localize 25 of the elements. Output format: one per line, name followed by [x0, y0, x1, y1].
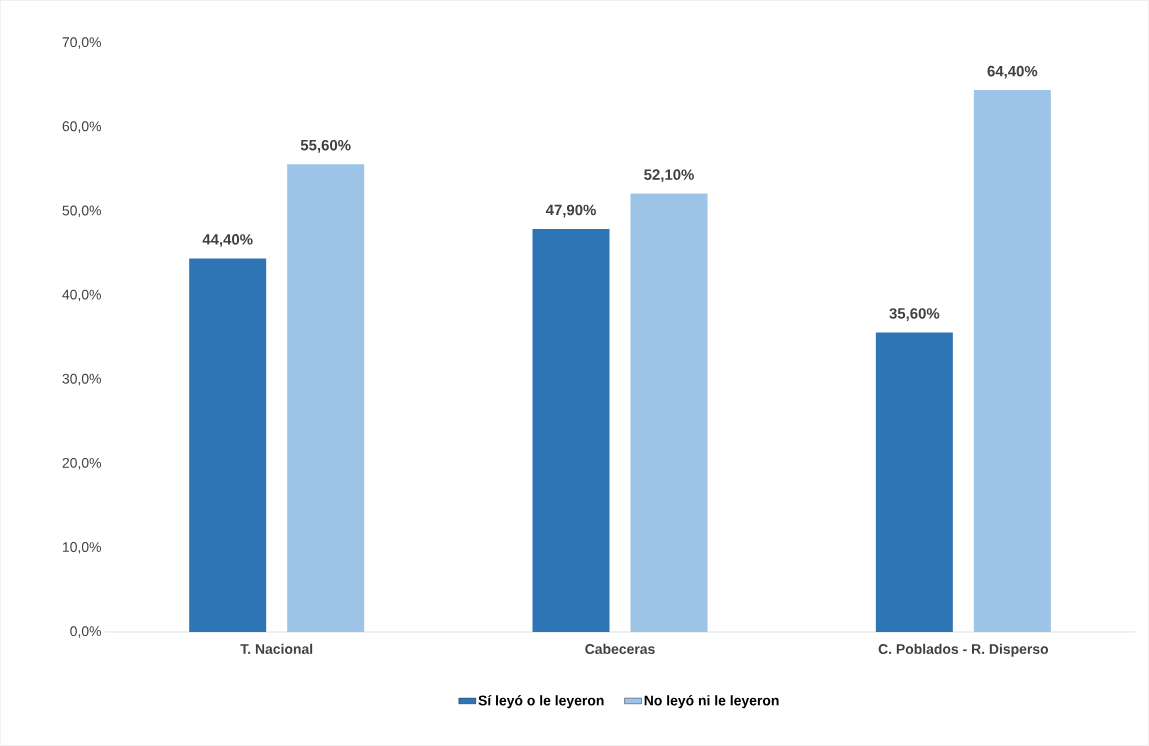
data-label: 35,60%	[889, 308, 940, 321]
bar	[532, 228, 610, 632]
y-tick-label: 10,0%	[63, 542, 101, 554]
y-tick-label: 30,0%	[62, 373, 101, 386]
x-tick-label: T. Nacional	[240, 643, 313, 654]
bar	[287, 164, 365, 632]
y-tick-label: 50,0%	[62, 205, 101, 218]
legend-label: No leyó ni le leyeron	[644, 695, 779, 709]
bar	[875, 332, 953, 632]
bar	[973, 90, 1051, 632]
x-tick-label: C. Poblados - R. Disperso	[878, 643, 1049, 657]
data-label: 47,90%	[545, 204, 596, 218]
data-label: 64,40%	[987, 65, 1038, 79]
y-tick-label: 0,0%	[70, 626, 101, 638]
bar	[189, 258, 267, 632]
x-tick-label: Cabeceras	[585, 643, 655, 654]
data-label: 55,60%	[300, 139, 351, 153]
y-tick-label: 60,0%	[62, 121, 101, 133]
data-label: 52,10%	[644, 169, 694, 183]
data-label: 44,40%	[202, 234, 253, 247]
y-tick-label: 70,0%	[62, 37, 101, 49]
y-tick-label: 40,0%	[62, 289, 101, 302]
bar	[630, 193, 708, 632]
legend-label: Sí leyó o le leyeron	[478, 695, 604, 709]
y-tick-label: 20,0%	[62, 457, 101, 470]
